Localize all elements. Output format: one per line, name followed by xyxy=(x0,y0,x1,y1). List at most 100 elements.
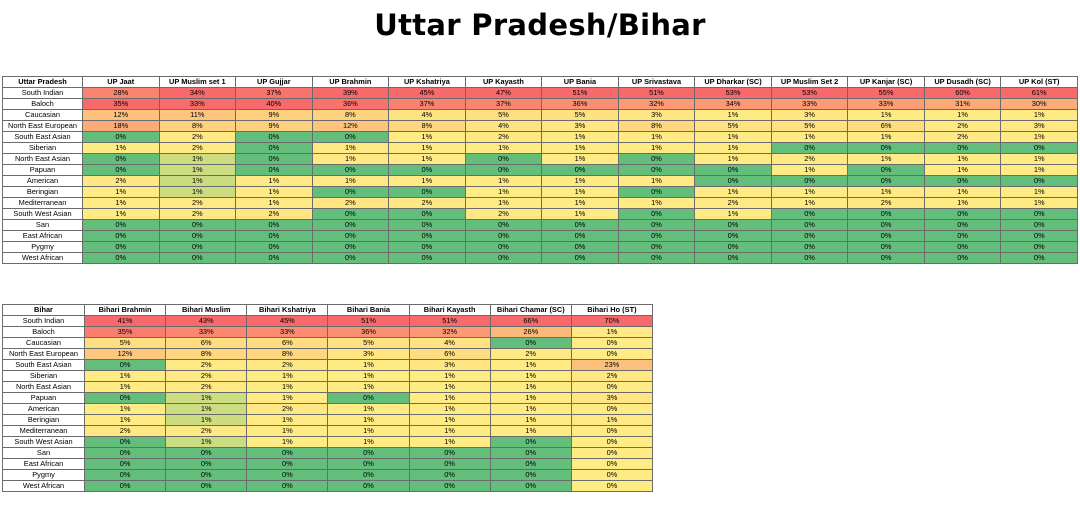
value-cell: 33% xyxy=(165,326,248,338)
value-cell: 1% xyxy=(235,197,313,209)
row-label: North East European xyxy=(2,348,85,360)
value-cell: 1% xyxy=(541,186,619,198)
value-cell: 53% xyxy=(770,87,849,99)
value-cell: 0% xyxy=(165,469,248,481)
value-cell: 6% xyxy=(165,337,248,349)
value-cell: 6% xyxy=(847,120,925,132)
page-title: Uttar Pradesh/Bihar xyxy=(374,8,706,42)
value-cell: 41% xyxy=(83,315,167,327)
value-cell: 0% xyxy=(246,469,329,481)
value-cell: 1% xyxy=(235,186,313,198)
value-cell: 2% xyxy=(464,131,543,143)
value-cell: 0% xyxy=(464,230,543,242)
value-cell: 37% xyxy=(388,98,466,110)
value-cell: 3% xyxy=(408,359,491,371)
column-header: Bihari Ho (ST) xyxy=(570,304,654,316)
value-cell: 0% xyxy=(408,469,491,481)
column-header: UP Jaat xyxy=(82,76,160,88)
table-row: Baloch 35% 33% 33% 36% 32% 26% 1% xyxy=(2,326,654,338)
value-cell: 2% xyxy=(165,425,248,437)
value-cell: 0% xyxy=(165,447,248,459)
value-cell: 0% xyxy=(408,480,491,492)
row-label: East African xyxy=(2,458,85,470)
value-cell: 0% xyxy=(489,458,572,470)
value-cell: 0% xyxy=(847,252,925,264)
value-cell: 0% xyxy=(83,392,167,404)
value-cell: 0% xyxy=(1000,219,1078,231)
value-cell: 0% xyxy=(464,219,543,231)
value-cell: 2% xyxy=(83,425,167,437)
value-cell: 1% xyxy=(327,403,410,415)
value-cell: 43% xyxy=(165,315,248,327)
row-label: North East Asian xyxy=(2,153,83,165)
value-cell: 3% xyxy=(770,109,849,121)
value-cell: 1% xyxy=(541,197,619,209)
table-row: West African 0% 0% 0% 0% 0% 0% 0% xyxy=(2,480,654,492)
value-cell: 0% xyxy=(82,131,160,143)
value-cell: 0% xyxy=(83,458,167,470)
column-header: Bihari Muslim xyxy=(165,304,248,316)
value-cell: 0% xyxy=(408,458,491,470)
value-cell: 0% xyxy=(923,252,1002,264)
value-cell: 2% xyxy=(82,175,160,187)
value-cell: 0% xyxy=(311,186,390,198)
column-header: UP Srivastava xyxy=(617,76,696,88)
value-cell: 1% xyxy=(464,175,543,187)
row-label: Pygmy xyxy=(2,469,85,481)
value-cell: 1% xyxy=(489,359,572,371)
value-cell: 30% xyxy=(1000,98,1078,110)
value-cell: 60% xyxy=(923,87,1002,99)
table-row: East African 0% 0% 0% 0% 0% 0% 0% xyxy=(2,458,654,470)
column-header: UP Gujjar xyxy=(235,76,313,88)
value-cell: 1% xyxy=(408,370,491,382)
value-cell: 3% xyxy=(570,392,654,404)
value-cell: 1% xyxy=(83,403,167,415)
value-cell: 1% xyxy=(489,414,572,426)
value-cell: 12% xyxy=(82,109,160,121)
value-cell: 0% xyxy=(246,458,329,470)
value-cell: 1% xyxy=(165,403,248,415)
value-cell: 1% xyxy=(617,142,696,154)
value-cell: 2% xyxy=(158,197,237,209)
value-cell: 3% xyxy=(617,109,696,121)
row-label: Caucasian xyxy=(2,109,83,121)
value-cell: 2% xyxy=(923,131,1002,143)
row-label: North East European xyxy=(2,120,83,132)
value-cell: 0% xyxy=(311,252,390,264)
value-cell: 1% xyxy=(770,131,849,143)
value-cell: 1% xyxy=(311,153,390,165)
value-cell: 0% xyxy=(617,241,696,253)
column-header: Bihari Kayasth xyxy=(408,304,491,316)
value-cell: 32% xyxy=(408,326,491,338)
value-cell: 1% xyxy=(923,153,1002,165)
table-row: Mediterranean 2% 2% 1% 1% 1% 1% 0% xyxy=(2,425,654,437)
value-cell: 0% xyxy=(570,436,654,448)
row-label: American xyxy=(2,403,85,415)
value-cell: 0% xyxy=(570,480,654,492)
row-label: West African xyxy=(2,480,85,492)
value-cell: 1% xyxy=(158,175,237,187)
value-cell: 70% xyxy=(570,315,654,327)
value-cell: 1% xyxy=(408,414,491,426)
value-cell: 0% xyxy=(388,241,466,253)
value-cell: 0% xyxy=(246,447,329,459)
value-cell: 1% xyxy=(83,370,167,382)
value-cell: 0% xyxy=(570,337,654,349)
table-row: North East European 12% 8% 8% 3% 6% 2% 0% xyxy=(2,348,654,360)
value-cell: 1% xyxy=(541,131,619,143)
value-cell: 2% xyxy=(847,197,925,209)
bihar-table: Bihar Bihari Brahmin Bihari Muslim Bihari K… xyxy=(2,304,654,492)
row-label: Beringian xyxy=(2,414,85,426)
row-label: West African xyxy=(2,252,83,264)
value-cell: 0% xyxy=(235,230,313,242)
row-label: Baloch xyxy=(2,326,85,338)
value-cell: 55% xyxy=(847,87,925,99)
row-label: Papuan xyxy=(2,392,85,404)
value-cell: 1% xyxy=(327,370,410,382)
table-row: San 0% 0% 0% 0% 0% 0% 0% xyxy=(2,447,654,459)
value-cell: 0% xyxy=(541,252,619,264)
value-cell: 5% xyxy=(464,109,543,121)
value-cell: 0% xyxy=(82,230,160,242)
value-cell: 0% xyxy=(388,219,466,231)
value-cell: 36% xyxy=(311,98,390,110)
